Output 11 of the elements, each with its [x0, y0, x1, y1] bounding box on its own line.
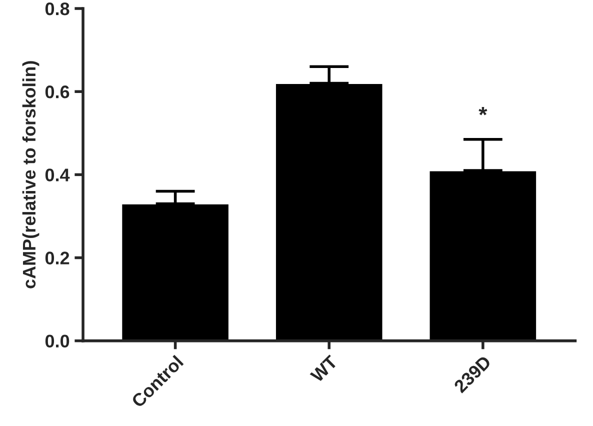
- y-tick-label: 0.2: [45, 252, 70, 264]
- bar: [274, 82, 384, 341]
- y-tick-label: 0.8: [45, 2, 70, 16]
- y-tick-label: 0.4: [45, 168, 70, 182]
- x-tick-label: WT: [310, 354, 338, 384]
- bar: [428, 170, 538, 341]
- y-axis-title: cAMP(relative to forskolin): [22, 61, 40, 288]
- y-tick-label: 0.6: [45, 86, 70, 98]
- annotation: *: [478, 106, 488, 116]
- y-tick-label: 0.0: [45, 334, 70, 348]
- bar: [120, 203, 230, 341]
